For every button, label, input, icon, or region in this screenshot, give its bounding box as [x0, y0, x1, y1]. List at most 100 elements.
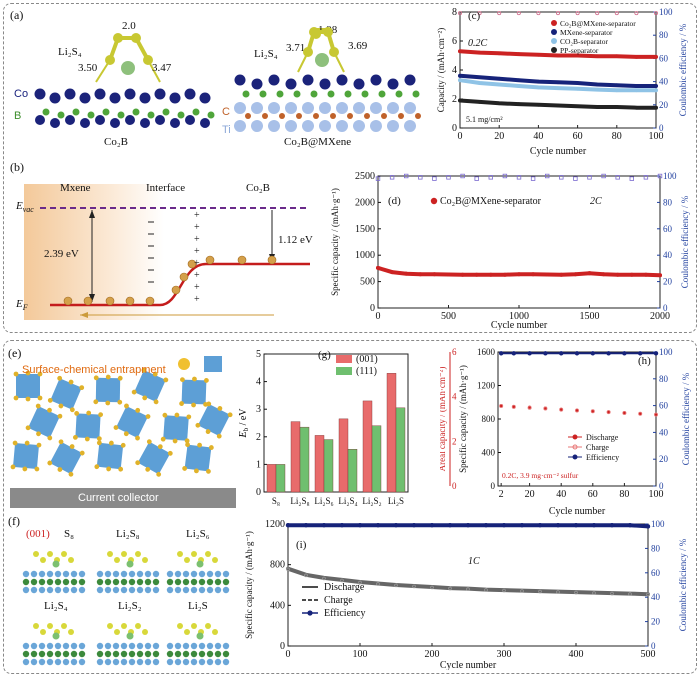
- surface-atom: [144, 658, 152, 666]
- i-charge-point: [340, 578, 344, 583]
- surface-atom: [222, 650, 230, 658]
- host-square: [50, 378, 82, 410]
- c-y2-tick-label: 20: [659, 100, 669, 110]
- d-eff-point: [502, 173, 508, 179]
- c-point-0: [634, 55, 639, 59]
- c-point-1: [497, 76, 501, 81]
- polysulfide-dot: [69, 407, 75, 413]
- li-atom: [126, 560, 134, 568]
- panel-e-tag: (e): [8, 346, 22, 360]
- c-atom: [330, 113, 336, 119]
- ti-atom: [370, 102, 382, 114]
- c-point-1: [556, 80, 560, 85]
- sulfur-atom: [205, 623, 211, 629]
- surface-atom: [96, 650, 104, 658]
- d-eff-point: [544, 173, 550, 179]
- co-atom: [34, 88, 46, 100]
- h-x-tick-label: 60: [588, 489, 598, 500]
- c-legend-label-2: CO₂B-separator: [560, 37, 609, 46]
- c-legend-label-0: Co₂B@MXene-separator: [560, 19, 636, 28]
- g-category-label: S₈: [272, 496, 280, 506]
- polysulfide-dot: [192, 376, 197, 382]
- surface-atom: [62, 586, 70, 594]
- co-atom: [199, 92, 211, 104]
- polysulfide-dot: [206, 401, 212, 407]
- c-point-3: [517, 102, 521, 106]
- surface-atom: [30, 570, 38, 578]
- surface-atom: [22, 658, 30, 666]
- surface-atom: [152, 586, 160, 594]
- surface-atom: [30, 650, 38, 658]
- surface-atom: [166, 642, 174, 650]
- surface-atom: [166, 650, 174, 658]
- g-tag: (g): [318, 349, 331, 361]
- polysulfide-dot: [10, 464, 16, 470]
- d-point: [488, 272, 493, 277]
- i-charge-point: [448, 586, 452, 591]
- ti-atom: [353, 102, 365, 114]
- h-ylabel: Specific capacity / (mAh·g⁻¹): [458, 365, 468, 473]
- surface-atom: [182, 642, 190, 650]
- bottom-figure-box: [3, 340, 697, 674]
- sulfur-atom: [40, 557, 46, 563]
- polysulfide-dot: [24, 440, 30, 446]
- surface-atom: [206, 650, 214, 658]
- c-legend-marker-0: [551, 20, 557, 26]
- polysulfide-dot: [47, 397, 53, 403]
- polysulfide-dot: [152, 371, 158, 377]
- d-x-tick-label: 0: [376, 311, 381, 322]
- sulfur-atom: [114, 557, 120, 563]
- surface-atom: [22, 642, 30, 650]
- c-atom: [415, 113, 421, 119]
- polysulfide-dot: [135, 435, 140, 441]
- surface-atom: [112, 650, 120, 658]
- d-y2-tick-label: 60: [663, 224, 673, 234]
- h-x-tick-label: 20: [525, 489, 535, 500]
- c-point-3: [575, 104, 580, 109]
- plot-frame: [263, 353, 409, 493]
- d-ylabel: Specific capacity / (mAh·g⁻¹): [330, 188, 340, 296]
- host-square: [75, 413, 101, 439]
- g-category-label: Li₂S₄: [338, 496, 357, 506]
- left-structure-title: Co₂B: [104, 136, 129, 148]
- g-y-tick-label: 5: [256, 349, 261, 360]
- ti-atom: [285, 120, 297, 132]
- d-eff-point: [601, 173, 606, 179]
- i-rate: 1C: [468, 556, 480, 567]
- surface-atom: [70, 570, 78, 578]
- c-y-tick-label: 2: [452, 94, 457, 105]
- surface-atom: [104, 586, 112, 594]
- g-legend-swatch-1: [336, 367, 352, 375]
- surface-atom: [38, 642, 46, 650]
- surface-atom: [46, 650, 54, 658]
- i-charge-point: [484, 588, 488, 592]
- c-y2label: Coulombic efficiency / %: [678, 23, 688, 116]
- polysulfide-dot: [204, 378, 209, 383]
- surface-atom: [112, 658, 120, 666]
- surface-atom: [144, 650, 152, 658]
- host-particle: [179, 376, 209, 408]
- h-x-tick-label: 40: [556, 489, 566, 500]
- surface-atom: [30, 658, 38, 666]
- d-point: [545, 272, 550, 277]
- h-y-tick-label: 1200: [477, 381, 496, 391]
- i-charge-point: [286, 567, 290, 572]
- i-charge-point: [520, 589, 524, 593]
- h-legend-label-2: Efficiency: [586, 453, 619, 462]
- i-y-tick-label: 1200: [265, 520, 285, 530]
- i-charge-point: [412, 584, 416, 589]
- chart-i: 0 400 800 1200 0 20 40 60 80 100 0 100 200 300 400 500 C…: [238, 520, 692, 670]
- c-point-2: [477, 81, 482, 85]
- i-xlabel: Cycle number: [440, 660, 497, 670]
- polysulfide-dot: [217, 406, 223, 411]
- h-legend-label-1: Charge: [586, 443, 609, 452]
- surface-atom: [38, 586, 46, 594]
- host-particle: [47, 375, 85, 413]
- co-atom: [200, 118, 210, 128]
- adsorption-cell: [22, 623, 86, 666]
- d-point: [629, 272, 634, 277]
- surface-atom: [96, 658, 104, 666]
- surface-atom: [214, 642, 222, 650]
- polysulfide-dot: [34, 466, 40, 472]
